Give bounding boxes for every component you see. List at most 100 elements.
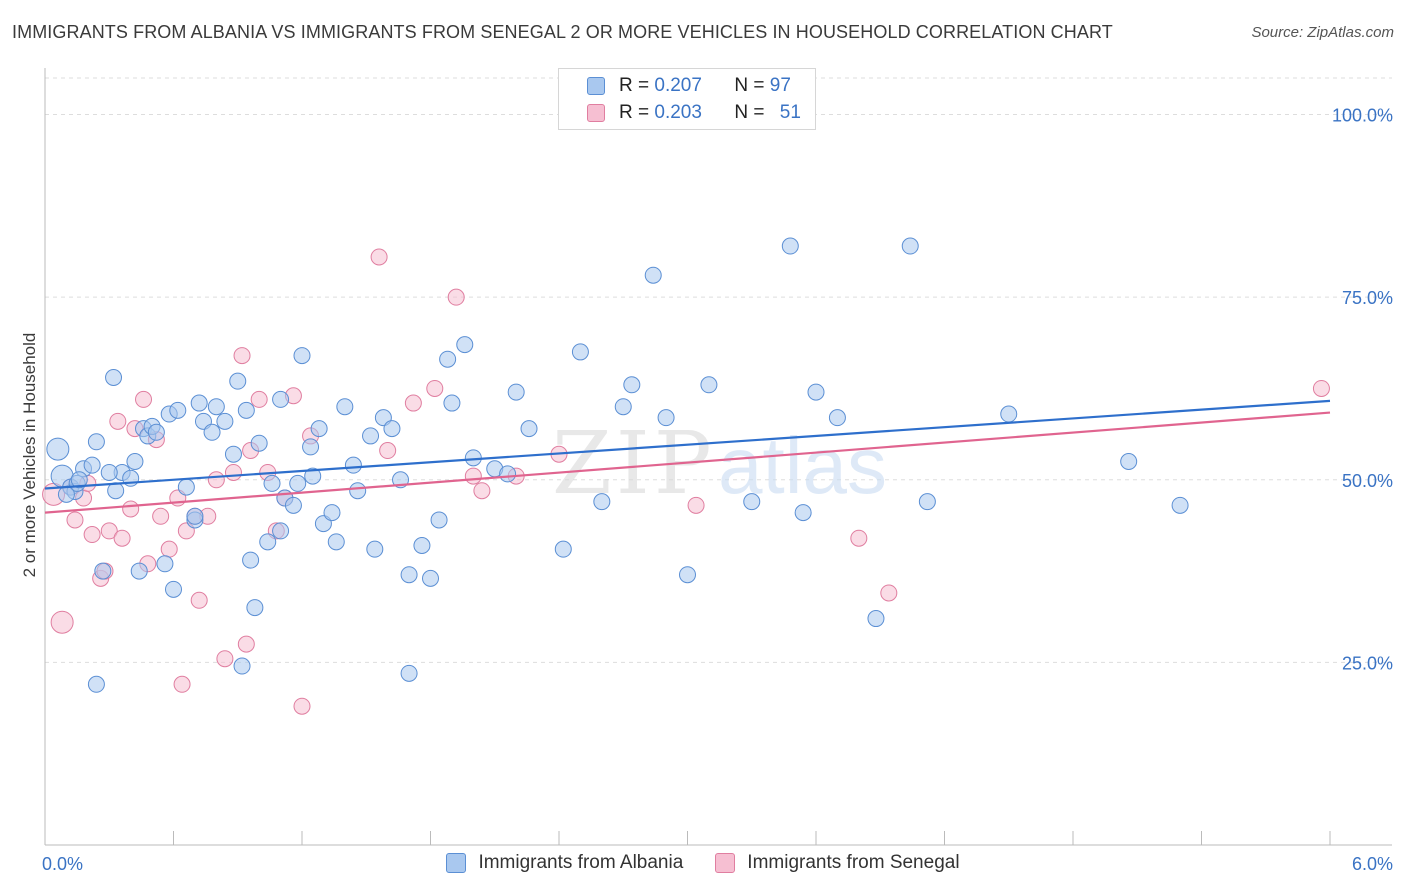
y-tick-label: 75.0% [1342, 288, 1393, 308]
y-tick-label: 25.0% [1342, 653, 1393, 673]
senegal-point [100, 522, 118, 540]
senegal-point [190, 591, 208, 609]
albania-legend-swatch [446, 853, 467, 873]
albania-point [456, 336, 474, 354]
senegal-point [850, 529, 868, 547]
n-value: 51 [779, 102, 801, 123]
senegal-point [379, 442, 397, 460]
senegal-point [464, 467, 482, 485]
watermark: ZIP atlas [552, 414, 887, 514]
albania-point [1120, 453, 1138, 470]
stats-legend: R = 0.207 N = 97 R = 0.203 N = 51 [558, 68, 816, 130]
senegal-point [447, 288, 465, 306]
albania-point [593, 493, 611, 511]
senegal-point [237, 635, 255, 653]
senegal-legend-swatch [715, 853, 736, 873]
albania-point [327, 533, 345, 551]
albania-point [366, 540, 384, 558]
n-label: N = [734, 75, 765, 96]
albania-point [413, 537, 431, 555]
r-value: 0.203 [654, 102, 702, 123]
r-label: R = [619, 102, 650, 123]
trend-lines [44, 399, 1331, 514]
albania-point [867, 610, 885, 628]
albania-point [190, 394, 208, 412]
albania-point [203, 423, 221, 441]
albania-point [362, 427, 380, 445]
albania-point [520, 420, 538, 438]
senegal-point [880, 584, 898, 602]
albania-point [302, 438, 320, 456]
legend-item-senegal[interactable]: Immigrants from Senegal [715, 852, 960, 874]
albania-point [246, 599, 264, 617]
n-value: 97 [769, 75, 791, 96]
senegal-point [1312, 379, 1330, 397]
senegal-point [293, 697, 311, 715]
senegal-point [207, 471, 225, 489]
senegal-point [173, 675, 191, 693]
albania-point [156, 555, 174, 573]
albania-point [250, 434, 268, 452]
albania-point [400, 664, 418, 682]
albania-point [614, 398, 632, 416]
senegal-point [135, 390, 153, 408]
albania-point [263, 474, 281, 492]
albania-point [383, 420, 401, 438]
tick-labels: 25.0% 50.0% 75.0% 100.0% 0.0% 6.0% [42, 106, 1393, 874]
albania-point [1171, 496, 1189, 514]
albania-point [828, 409, 846, 427]
albania-point [644, 266, 662, 284]
albania-point [336, 398, 354, 416]
albania-point [323, 504, 341, 522]
albania-point [293, 347, 311, 365]
albania-point [126, 453, 144, 470]
r-value: 0.207 [654, 75, 702, 96]
x-tick-label-min: 0.0% [42, 854, 83, 874]
albania-point [623, 376, 641, 394]
y-tick-label: 50.0% [1342, 471, 1393, 491]
senegal-point [83, 526, 101, 544]
series-albania-points [46, 237, 1189, 693]
albania-point [87, 433, 105, 451]
albania-point [430, 511, 448, 529]
senegal-point [370, 248, 388, 266]
albania-point [700, 376, 718, 394]
source-label: Source: ZipAtlas.com [1251, 24, 1394, 41]
senegal-point [233, 347, 251, 365]
albania-point [807, 383, 825, 401]
albania-point [439, 350, 457, 368]
albania-point [289, 474, 307, 492]
albania-point [443, 394, 461, 412]
albania-point [781, 237, 799, 255]
senegal-point [50, 610, 74, 634]
stats-row-albania: R = 0.207 N = 97 [587, 75, 791, 97]
albania-point [571, 343, 589, 361]
albania-point [224, 445, 242, 463]
watermark-atlas: atlas [718, 421, 887, 510]
albania-point [237, 401, 255, 419]
senegal-point [404, 394, 422, 412]
y-tick-label: 100.0% [1332, 106, 1393, 126]
albania-point [743, 493, 761, 511]
albania-point [147, 423, 165, 441]
axes [44, 68, 1392, 846]
chart-title: IMMIGRANTS FROM ALBANIA VS IMMIGRANTS FR… [12, 22, 1113, 42]
albania-point [105, 368, 123, 386]
albania-point [57, 485, 75, 503]
legend-item-albania[interactable]: Immigrants from Albania [446, 852, 683, 874]
n-label: N = [734, 102, 765, 123]
senegal-point [250, 390, 268, 408]
r-label: R = [619, 75, 650, 96]
legend-label-albania: Immigrants from Albania [478, 852, 684, 873]
albania-point [272, 522, 290, 540]
albania-point [233, 657, 251, 675]
albania-point [259, 533, 277, 551]
senegal-point [473, 482, 491, 500]
grid-lines [45, 77, 1392, 663]
albania-point [657, 409, 675, 427]
albania-point [304, 467, 322, 485]
senegal-point [224, 463, 242, 481]
albania-point [344, 456, 362, 474]
albania-point [229, 372, 247, 390]
